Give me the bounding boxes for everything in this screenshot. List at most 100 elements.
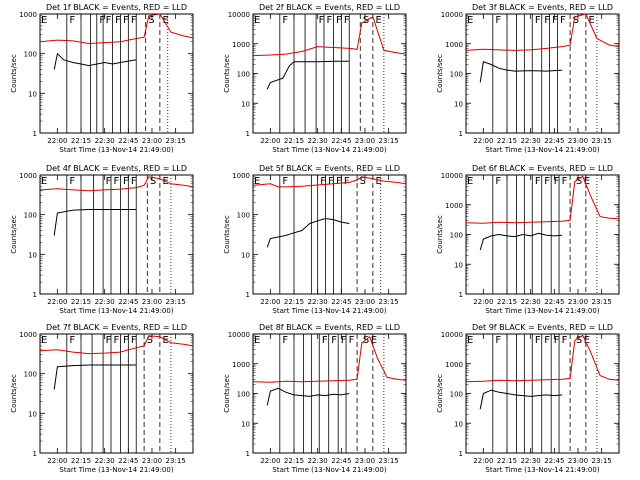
marker-label: S [147,335,153,346]
marker-label: F [123,176,129,187]
y-tick-label: 1000 [19,331,37,339]
y-axis-label: Counts/sec [10,374,18,413]
y-tick-label: 100 [237,391,250,399]
panel-8: Det 8f BLACK = Events, RED = LLD 1 10 100 10… [223,323,407,474]
y-tick-label: 1000 [232,172,250,180]
x-tick-label: 22:15 [71,137,91,145]
marker-label: F [544,335,550,346]
y-tick-label: 10 [28,410,37,418]
x-tick-label: 22:30 [521,457,541,465]
marker-label: F [320,176,326,187]
panel-title: Det 8f BLACK = Events, RED = LLD [259,323,400,332]
marker-label: E [467,15,473,26]
marker-label: F [69,176,75,187]
y-tick-label: 100 [450,232,463,240]
marker-label: E [467,335,473,346]
x-tick-label: 23:00 [355,298,375,306]
x-tick-label: 22:45 [118,457,138,465]
panel-title: Det 9f BLACK = Events, RED = LLD [472,323,613,332]
panel-title: Det 2f BLACK = Events, RED = LLD [259,3,400,12]
marker-label: E [584,335,590,346]
marker-label: F [562,176,568,187]
marker-label: F [319,15,325,26]
events-series-line [266,217,350,248]
x-tick-label: 23:00 [355,137,375,145]
plot-frame [252,13,407,134]
panel-4: Det 4f BLACK = Events, RED = LLD 1 10 100 10… [10,164,194,315]
panel-3: Det 3f BLACK = Events, RED = LLD 1 10 100 10… [436,3,620,154]
y-axis-label: Counts/sec [436,374,444,413]
y-tick-label: 1 [246,291,250,299]
x-tick-label: 22:00 [260,298,280,306]
panel-title: Det 7f BLACK = Events, RED = LLD [46,323,187,332]
marker-label: F [535,176,541,187]
plot-frame [465,13,620,134]
marker-label: F [114,335,120,346]
x-tick-label: 22:45 [331,457,351,465]
events-series-line [479,389,563,410]
y-tick-label: 100 [24,212,37,220]
panel-title: Det 5f BLACK = Events, RED = LLD [259,164,400,173]
x-tick-label: 23:00 [568,137,588,145]
y-tick-label: 10000 [441,331,463,339]
x-tick-label: 23:15 [379,137,399,145]
x-tick-label: 23:15 [379,298,399,306]
marker-label: E [41,176,47,187]
marker-label: F [495,176,501,187]
panel-7: Det 7f BLACK = Events, RED = LLD 1 10 100 10… [10,323,194,474]
marker-label: F [344,176,350,187]
x-axis-label: Start Time (13-Nov-14 21:49:00) [272,307,386,315]
lld-series-line [252,16,407,57]
y-tick-label: 1 [246,450,250,458]
marker-label: S [576,335,582,346]
x-axis-label: Start Time (13-Nov-14 21:49:00) [485,466,599,474]
y-tick-label: 10 [454,261,463,269]
y-tick-label: 10000 [228,331,250,339]
x-axis-label: Start Time (13-Nov-14 21:49:00) [59,466,173,474]
y-tick-label: 100 [24,371,37,379]
x-tick-label: 22:45 [118,137,138,145]
marker-label: E [375,15,381,26]
y-tick-label: 1 [246,130,250,138]
y-tick-label: 100 [450,71,463,79]
marker-label: F [131,176,137,187]
marker-label: F [69,15,75,26]
y-axis-label: Counts/sec [223,54,231,93]
x-tick-label: 22:45 [331,137,351,145]
y-tick-label: 10000 [441,11,463,19]
marker-label: E [41,15,47,26]
marker-label: F [115,15,121,26]
y-tick-label: 1000 [232,361,250,369]
marker-label: S [150,176,156,187]
y-tick-label: 100 [237,212,250,220]
marker-label: F [131,15,137,26]
marker-label: F [344,15,350,26]
x-axis-label: Start Time (13-Nov-14 21:49:00) [59,307,173,315]
x-tick-label: 22:30 [95,457,115,465]
marker-label: S [573,15,579,26]
panel-title: Det 6f BLACK = Events, RED = LLD [472,164,613,173]
lld-series-line [465,175,620,224]
marker-label: F [535,335,541,346]
x-tick-label: 23:00 [142,137,162,145]
x-tick-label: 22:45 [544,137,564,145]
x-tick-label: 22:30 [308,298,328,306]
x-tick-label: 23:15 [166,298,186,306]
marker-label: E [467,176,473,187]
marker-label: F [328,176,334,187]
marker-label: F [131,335,137,346]
x-tick-label: 22:45 [544,298,564,306]
marker-label: F [322,335,328,346]
events-series-line [53,209,137,236]
marker-label: F [544,176,550,187]
y-axis-label: Counts/sec [436,54,444,93]
x-tick-label: 22:15 [497,298,517,306]
lld-series-line [39,13,194,45]
marker-label: E [41,335,47,346]
x-tick-label: 22:45 [118,298,138,306]
marker-label: F [282,176,288,187]
x-tick-label: 23:15 [592,457,612,465]
marker-label: F [544,15,550,26]
x-tick-label: 23:15 [592,137,612,145]
x-tick-label: 22:15 [284,137,304,145]
